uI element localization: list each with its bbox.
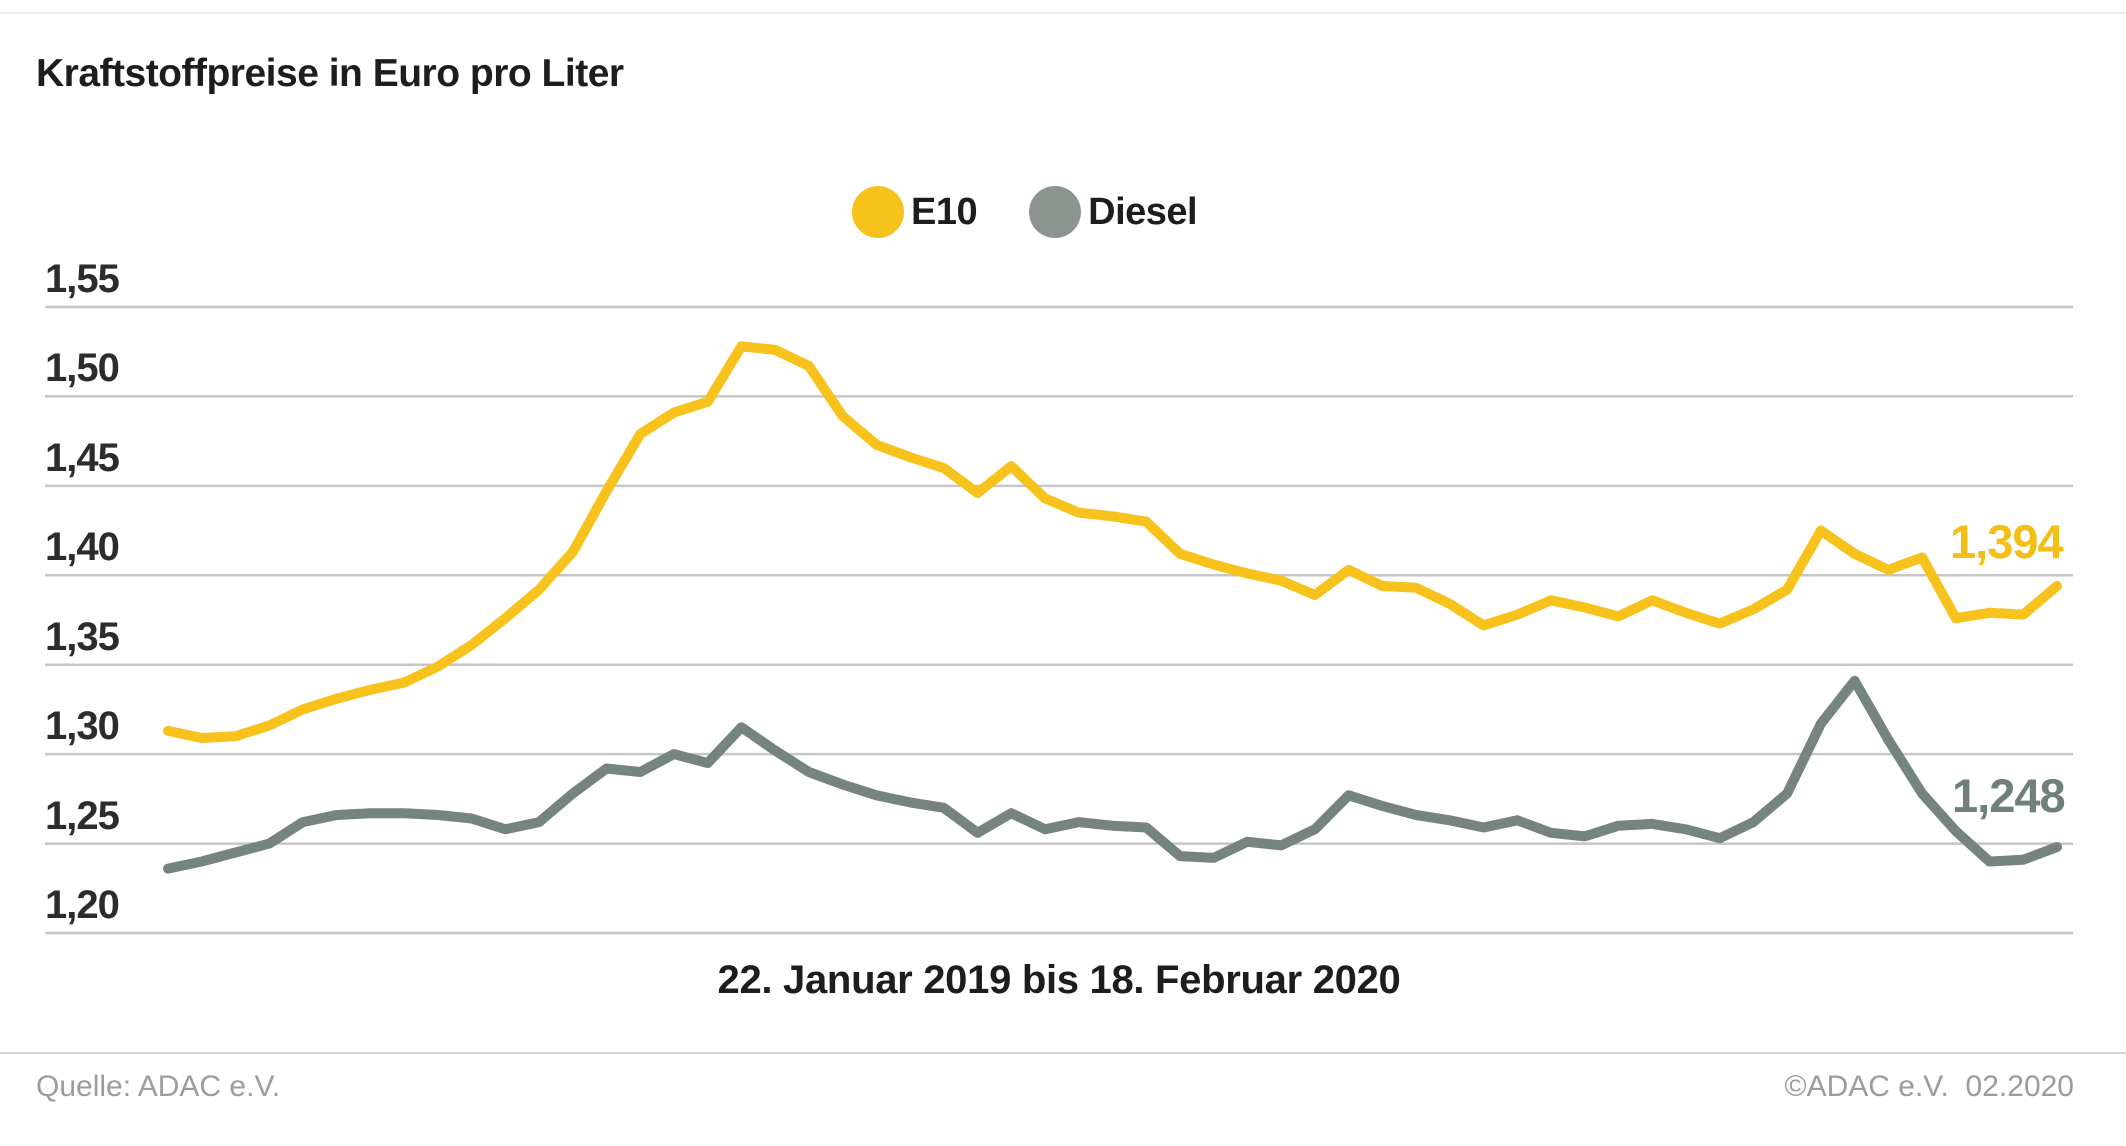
y-axis-tick-label: 1,40 [45,525,120,570]
series-line-e10 [163,341,2062,743]
y-axis-tick-label: 1,45 [45,435,120,480]
legend: E10 Diesel [852,186,1198,238]
series-line-diesel [163,675,2062,874]
e10-end-value-label: 1,394 [1950,515,2064,568]
y-axis-tick-label: 1,50 [45,346,120,391]
y-axis-tick-label: 1,25 [45,793,120,838]
x-axis-caption: 22. Januar 2019 bis 18. Februar 2020 [717,958,1401,1002]
y-axis-tick-label: 1,55 [45,257,120,301]
e10-color-dot-icon [852,186,904,238]
source-text: Quelle: ADAC e.V. [36,1070,281,1103]
legend-label-e10: E10 [911,190,978,233]
y-axis-tick-label: 1,35 [45,614,120,659]
page-title: Kraftstoffpreise in Euro pro Liter [36,52,624,95]
legend-label-diesel: Diesel [1088,190,1198,233]
y-axis-tick-label: 1,20 [45,883,120,927]
y-axis-tick-label: 1,30 [45,704,120,749]
diesel-end-value-label: 1,248 [1952,769,2066,822]
top-divider [0,12,2126,14]
copyright-text: ©ADAC e.V. 02.2020 [1784,1070,2074,1103]
footer-divider [0,1052,2126,1054]
diesel-color-dot-icon [1029,186,1082,238]
